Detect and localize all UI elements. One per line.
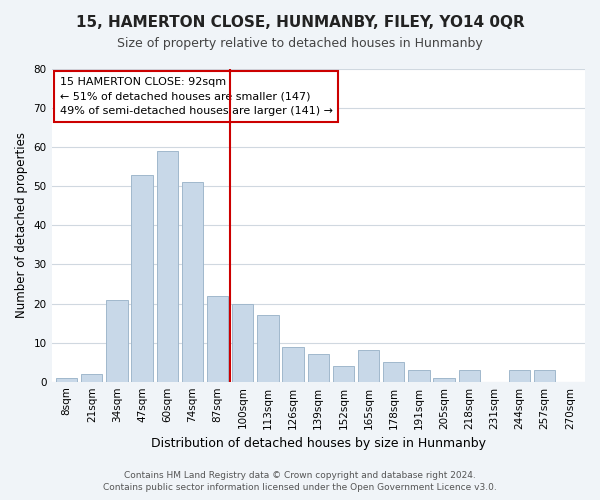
Bar [433,378,455,382]
Bar [534,370,556,382]
Text: Size of property relative to detached houses in Hunmanby: Size of property relative to detached ho… [117,38,483,51]
Bar [106,300,128,382]
Bar [157,151,178,382]
X-axis label: Distribution of detached houses by size in Hunmanby: Distribution of detached houses by size … [151,437,486,450]
Bar [131,174,153,382]
Bar [358,350,379,382]
Bar [207,296,229,382]
Bar [408,370,430,382]
Bar [182,182,203,382]
Bar [232,304,253,382]
Text: 15, HAMERTON CLOSE, HUNMANBY, FILEY, YO14 0QR: 15, HAMERTON CLOSE, HUNMANBY, FILEY, YO1… [76,15,524,30]
Bar [81,374,103,382]
Text: Contains HM Land Registry data © Crown copyright and database right 2024.
Contai: Contains HM Land Registry data © Crown c… [103,471,497,492]
Bar [383,362,404,382]
Y-axis label: Number of detached properties: Number of detached properties [15,132,28,318]
Bar [257,315,278,382]
Bar [283,346,304,382]
Bar [333,366,354,382]
Bar [509,370,530,382]
Bar [458,370,480,382]
Bar [308,354,329,382]
Bar [56,378,77,382]
Text: 15 HAMERTON CLOSE: 92sqm
← 51% of detached houses are smaller (147)
49% of semi-: 15 HAMERTON CLOSE: 92sqm ← 51% of detach… [59,77,332,116]
